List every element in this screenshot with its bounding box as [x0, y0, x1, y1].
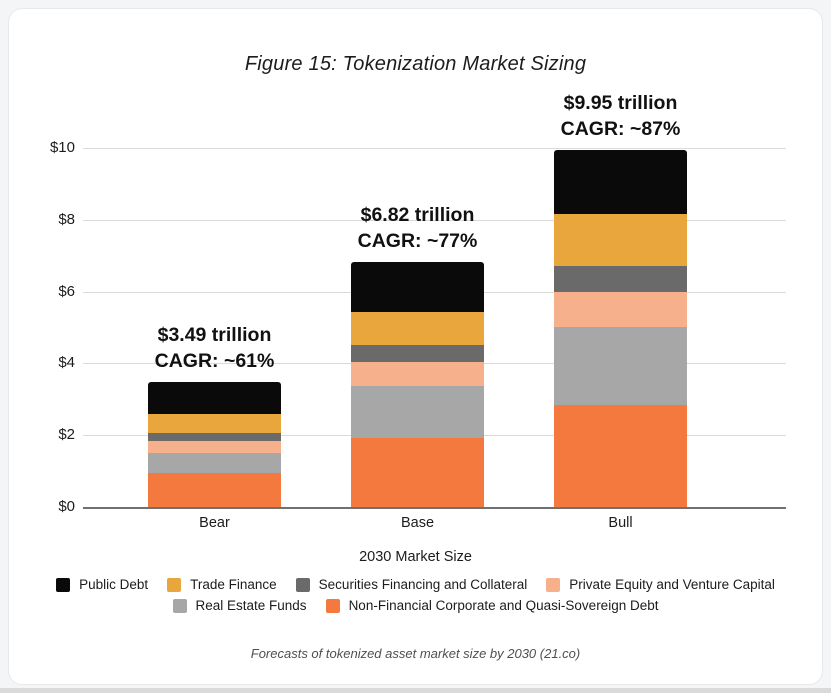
bar-segment-bull-trade-finance [554, 214, 687, 267]
category-label-bull: Bull [608, 515, 633, 531]
bar-segment-base-trade-finance [351, 311, 484, 346]
legend-item-private-equity-and-venture-capital: Private Equity and Venture Capital [546, 576, 775, 594]
plot-area: $0 $2 $4 $6 $8 $10 Bear $3.49 trillion CAGR: ~61… [9, 9, 822, 684]
annotation-bear: $3.49 trillion CAGR: ~61% [65, 322, 365, 374]
legend-item-non-financial-corporate-and-quasi-sovereign-debt: Non-Financial Corporate and Quasi-Sovere… [325, 597, 659, 615]
x-axis-line [83, 507, 786, 509]
y-tick-label-0: $0 [58, 498, 75, 515]
bar-bear [148, 381, 281, 507]
bar-segment-bull-securities-financing-and-collateral [554, 266, 687, 292]
bar-segment-bear-public-debt [148, 381, 281, 414]
legend-label-trade-finance: Trade Finance [190, 577, 277, 592]
annotation-cagr-base: CAGR: ~77% [357, 230, 478, 253]
bar-segment-base-non-financial-corporate-and-quasi-sovereign-debt [351, 438, 484, 507]
gridline-10 [83, 148, 786, 149]
bar-bull [554, 149, 687, 507]
legend-label-securities-financing-and-collateral: Securities Financing and Collateral [318, 577, 528, 592]
legend-swatch-public-debt [56, 578, 71, 592]
bar-segment-bull-public-debt [554, 149, 687, 215]
bar-segment-bull-non-financial-corporate-and-quasi-sovereign-debt [554, 404, 687, 507]
figure-caption: Forecasts of tokenized asset market size… [250, 646, 581, 661]
y-tick-label-8: $8 [58, 210, 75, 228]
legend: Public Debt Trade Finance Securities Finan… [9, 576, 822, 615]
figure-card: Figure 15: Tokenization Market Sizing $0… [8, 8, 823, 685]
bar-segment-base-securities-financing-and-collateral [351, 345, 484, 362]
annotation-value-base: $6.82 trillion [360, 204, 475, 227]
y-tick-label-6: $6 [58, 282, 75, 300]
legend-swatch-private-equity-and-venture-capital [546, 578, 561, 592]
category-label-base: Base [400, 515, 435, 531]
legend-row-2: Real Estate Funds Non-Financial Corporate… [172, 597, 659, 615]
bar-segment-bear-non-financial-corporate-and-quasi-sovereign-debt [148, 472, 281, 507]
bar-segment-base-private-equity-and-venture-capital [351, 361, 484, 386]
bar-segment-bull-real-estate-funds [554, 327, 687, 405]
gridline-8 [83, 219, 786, 221]
legend-swatch-securities-financing-and-collateral [295, 578, 310, 592]
legend-label-non-financial-corporate-and-quasi-sovereign-debt: Non-Financial Corporate and Quasi-Sovere… [348, 598, 659, 613]
legend-item-securities-financing-and-collateral: Securities Financing and Collateral [295, 576, 528, 594]
legend-label-private-equity-and-venture-capital: Private Equity and Venture Capital [569, 577, 775, 592]
legend-item-trade-finance: Trade Finance [167, 576, 277, 594]
bar-segment-bear-trade-finance [148, 414, 281, 434]
legend-swatch-real-estate-funds [172, 599, 187, 613]
legend-label-public-debt: Public Debt [79, 577, 149, 592]
bar-segment-bear-securities-financing-and-collateral [148, 433, 281, 441]
bottom-edge-strip [0, 688, 831, 693]
y-tick-label-2: $2 [58, 426, 75, 444]
bar-segment-bull-private-equity-and-venture-capital [554, 291, 687, 328]
annotation-bull: $9.95 trillion CAGR: ~87% [471, 90, 771, 142]
y-tick-label-10: $10 [49, 139, 75, 156]
bar-segment-base-real-estate-funds [351, 385, 484, 439]
legend-item-public-debt: Public Debt [56, 576, 148, 594]
bar-segment-bear-real-estate-funds [148, 453, 281, 473]
annotation-value-bull: $9.95 trillion [563, 91, 678, 114]
annotation-cagr-bull: CAGR: ~87% [560, 117, 681, 140]
y-tick-label-4: $4 [58, 354, 75, 372]
bar-base [351, 262, 484, 507]
chart-title: Figure 15: Tokenization Market Sizing [244, 53, 587, 75]
legend-swatch-trade-finance [167, 578, 182, 592]
annotation-base: $6.82 trillion CAGR: ~77% [268, 202, 568, 254]
legend-swatch-non-financial-corporate-and-quasi-sovereign-debt [325, 599, 340, 613]
x-axis-title: 2030 Market Size [359, 549, 472, 565]
legend-label-real-estate-funds: Real Estate Funds [195, 598, 307, 613]
legend-item-real-estate-funds: Real Estate Funds [172, 597, 307, 615]
annotation-cagr-bear: CAGR: ~61% [154, 349, 275, 372]
bar-segment-bear-private-equity-and-venture-capital [148, 440, 281, 454]
bar-segment-base-public-debt [351, 262, 484, 312]
legend-row-1: Public Debt Trade Finance Securities Finan… [56, 576, 775, 594]
category-label-bear: Bear [199, 515, 230, 531]
annotation-value-bear: $3.49 trillion [157, 323, 272, 346]
